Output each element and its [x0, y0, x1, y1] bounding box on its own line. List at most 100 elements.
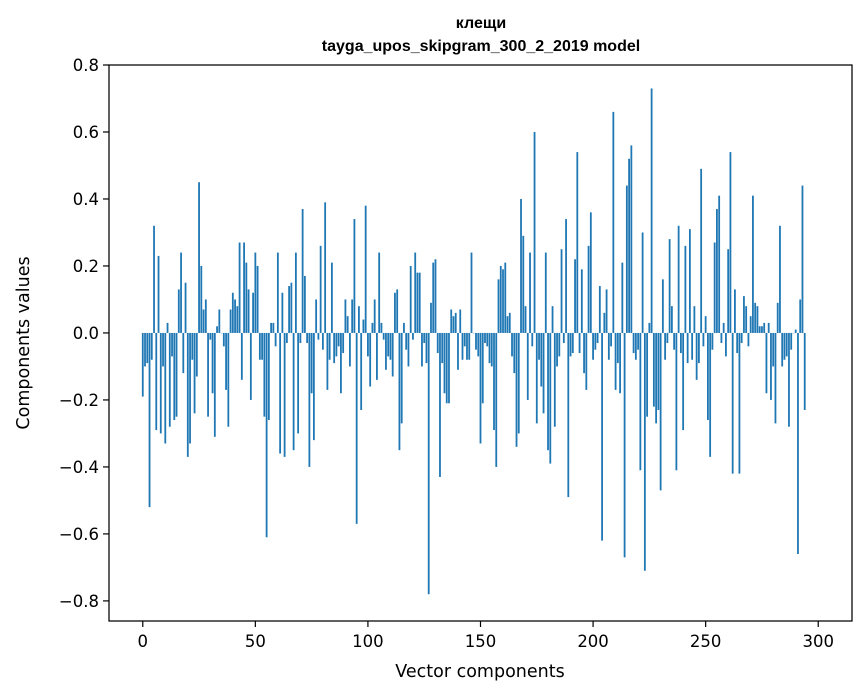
- x-tick-label: 200: [577, 632, 609, 651]
- bar: [580, 269, 583, 333]
- bar: [144, 332, 146, 367]
- bar: [704, 316, 707, 333]
- bar: [619, 332, 621, 394]
- bar: [801, 185, 804, 333]
- bar: [204, 299, 207, 333]
- bar: [317, 332, 320, 340]
- bar: [425, 332, 428, 364]
- bar: [468, 332, 471, 360]
- bar: [765, 332, 768, 394]
- bar: [193, 332, 196, 414]
- bar: [333, 332, 336, 364]
- bar: [556, 332, 558, 367]
- bar: [634, 332, 637, 360]
- bar: [646, 332, 649, 417]
- y-tick-label: −0.2: [59, 391, 99, 410]
- y-tick-label: 0.0: [73, 324, 99, 343]
- bar: [569, 332, 572, 357]
- bar: [319, 245, 322, 333]
- bar: [364, 205, 367, 333]
- bar: [209, 332, 212, 340]
- y-axis-ticks: −0.8 −0.6 −0.4 −0.2 0.0 0.2 0.4 0.6 0.8: [59, 56, 109, 611]
- bar: [578, 332, 581, 354]
- bar: [430, 302, 432, 333]
- bar: [740, 332, 743, 343]
- bar: [180, 252, 182, 333]
- bar: [470, 252, 473, 333]
- bar: [362, 319, 365, 333]
- bar: [340, 332, 342, 394]
- bar: [148, 332, 151, 508]
- bar: [553, 332, 556, 427]
- bar: [576, 152, 579, 333]
- bar: [171, 332, 173, 357]
- bar: [475, 332, 477, 350]
- bar: [479, 332, 482, 444]
- bar: [141, 332, 144, 397]
- bar: [409, 265, 412, 333]
- bar: [758, 326, 761, 333]
- bar-series: [141, 88, 806, 595]
- bar: [587, 245, 590, 333]
- bar: [481, 332, 484, 404]
- bar: [607, 332, 610, 360]
- bar: [400, 332, 403, 424]
- bar: [666, 332, 669, 343]
- bar: [157, 255, 160, 333]
- bar: [788, 332, 790, 427]
- bar: [657, 332, 660, 410]
- bar: [200, 265, 203, 333]
- bar: [432, 262, 435, 333]
- bar: [150, 332, 153, 360]
- bar: [403, 322, 405, 333]
- bar: [283, 332, 286, 457]
- bar: [290, 282, 293, 333]
- bar: [664, 332, 667, 360]
- bar: [522, 235, 525, 333]
- bar: [301, 209, 304, 333]
- bar: [736, 332, 739, 354]
- bar: [702, 332, 705, 347]
- bar: [625, 185, 628, 333]
- bar: [515, 332, 518, 447]
- bar: [398, 332, 401, 451]
- bar: [598, 286, 601, 333]
- bar: [335, 332, 338, 357]
- bar: [373, 299, 376, 333]
- bar: [774, 332, 777, 424]
- bar: [547, 332, 549, 451]
- bar: [211, 332, 214, 394]
- bar: [549, 332, 552, 464]
- bar: [526, 332, 529, 400]
- bar: [166, 322, 169, 333]
- bar: [297, 332, 300, 434]
- bar: [643, 332, 646, 571]
- bar: [558, 332, 561, 357]
- bar: [292, 332, 295, 451]
- y-tick-label: −0.4: [59, 458, 99, 477]
- bar: [182, 332, 185, 374]
- bar: [603, 312, 606, 333]
- bar: [542, 332, 545, 414]
- bar: [175, 332, 178, 417]
- bar: [790, 332, 793, 350]
- bar: [396, 289, 399, 333]
- bar: [508, 312, 511, 333]
- bar: [252, 292, 254, 333]
- bar: [423, 332, 426, 343]
- bar: [531, 332, 534, 347]
- bar: [752, 195, 754, 333]
- bar: [544, 252, 547, 333]
- bar: [439, 332, 441, 477]
- bar: [177, 289, 180, 333]
- bar: [342, 332, 345, 354]
- bar: [358, 306, 360, 333]
- bar: [506, 316, 509, 333]
- bar: [698, 332, 700, 364]
- bar: [794, 329, 797, 333]
- bar: [585, 332, 588, 390]
- bar: [263, 332, 266, 417]
- bar: [391, 332, 394, 377]
- bar: [761, 326, 763, 333]
- bar: [623, 332, 626, 558]
